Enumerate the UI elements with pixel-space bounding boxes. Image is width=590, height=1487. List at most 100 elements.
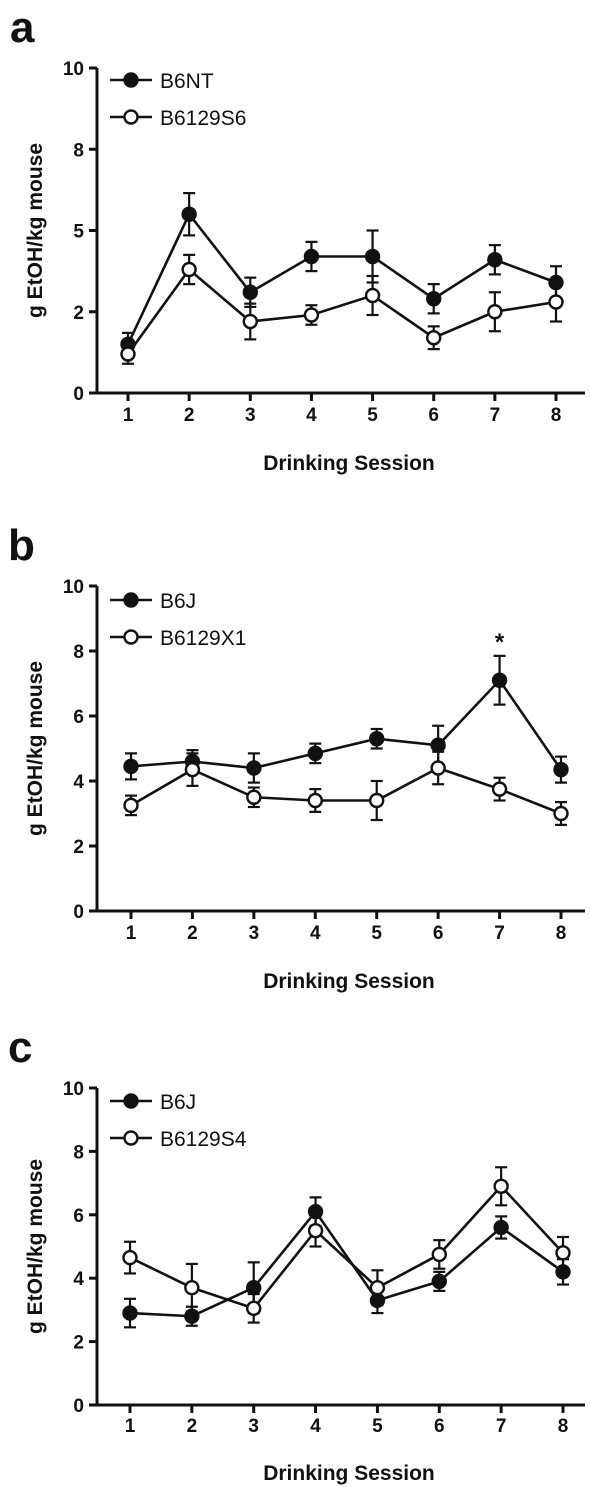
panel-b-series-1-point xyxy=(307,745,323,762)
panel-b-series-1-point xyxy=(369,731,385,747)
panel-c-series-2-point xyxy=(431,1246,447,1263)
panel-b-legend: B6J B6129X1 xyxy=(110,590,246,650)
panel-a-legend: B6NT B6129S6 xyxy=(110,70,246,130)
panel-a-y-tick-label: 8 xyxy=(73,140,84,161)
panel-a-series-2-point xyxy=(120,346,136,362)
panel-a-series-2-point xyxy=(242,313,258,330)
panel-c-series-1-line xyxy=(129,1209,564,1318)
panel-c-y-axis-title: g EtOH/kg mouse xyxy=(24,1159,47,1334)
panel-c-x-tick-label: 1 xyxy=(125,1416,136,1437)
panel-a-legend-label: B6129S6 xyxy=(160,107,246,130)
panel-a-series-2-line xyxy=(126,267,557,355)
panel-b-x-tick-label: 6 xyxy=(433,923,444,944)
panel-a-series-2-point xyxy=(426,330,442,346)
panel-a-x-tick-label: 5 xyxy=(367,405,378,426)
panel-a-series-2-point xyxy=(181,261,197,278)
panel-a-y-axis-title: g EtOH/kg mouse xyxy=(24,143,47,318)
panel-b-legend-label: B6J xyxy=(160,590,196,613)
panel-b-x-axis-title: Drinking Session xyxy=(263,970,435,993)
panel-c-series-1-point xyxy=(493,1219,509,1236)
panel-c-series-1-point xyxy=(122,1305,138,1321)
panel-a-legend-marker xyxy=(123,109,139,125)
panel-c-series-1 xyxy=(122,1196,571,1329)
panel-c-x-tick-label: 7 xyxy=(496,1416,507,1437)
panel-c-letter: c xyxy=(8,1023,32,1072)
panel-b-y-tick-label: 2 xyxy=(73,837,84,858)
panel-a-x-tick-label: 2 xyxy=(184,405,195,426)
panel-c-legend-marker xyxy=(123,1093,139,1109)
panel-a-x-tick-label: 7 xyxy=(490,405,501,426)
panel-a-series-2-point xyxy=(548,294,564,310)
panel-b-series-2-point xyxy=(553,805,569,822)
panel-b-legend-marker xyxy=(123,592,139,608)
panel-a-series-1-point xyxy=(426,291,442,307)
panel-c-legend-label: B6J xyxy=(160,1091,196,1114)
panel-b-y-tick-label: 6 xyxy=(73,707,84,728)
panel-c-y-tick-label: 8 xyxy=(73,1142,84,1163)
panel-b-series-2 xyxy=(123,750,569,826)
panel-c-series-2-point xyxy=(307,1222,324,1239)
panel-a-y-tick-label: 2 xyxy=(73,303,84,324)
panel-c-legend: B6J B6129S4 xyxy=(110,1091,247,1151)
panel-c-series-2-point xyxy=(184,1280,200,1296)
panel-b-series-1-point xyxy=(123,758,139,775)
panel-c-y-tick-label: 2 xyxy=(73,1333,84,1354)
panel-b-series-1-point xyxy=(491,672,508,688)
panel-a-y-tick-label: 10 xyxy=(63,59,84,80)
panel-b-series-1-point xyxy=(430,737,446,753)
panel-a-x-tick-label: 1 xyxy=(123,405,134,426)
panel-b-y-tick-label: 8 xyxy=(73,642,84,663)
panel-c-x-tick-label: 6 xyxy=(434,1416,445,1437)
panel-c-series-2-line xyxy=(129,1184,564,1310)
panel-a-series-2 xyxy=(120,253,564,365)
panel-b-legend-marker xyxy=(123,629,139,645)
panel-b-x-tick-label: 5 xyxy=(371,923,382,944)
panel-b-series-1-point xyxy=(553,761,569,778)
panel-c-y-tick-label: 4 xyxy=(73,1269,84,1290)
panel-a-x-tick-label: 3 xyxy=(245,405,256,426)
panel-b-y-axis-title: g EtOH/kg mouse xyxy=(24,661,47,836)
panel-b-letter: b xyxy=(8,521,35,570)
panel-a-y-tick-label: 0 xyxy=(73,384,84,405)
panel-a-series-2-point xyxy=(364,287,381,304)
panel-b-series-2-line xyxy=(130,766,562,815)
panel-b-x-tick-label: 4 xyxy=(310,923,321,944)
panel-b-y-tick-label: 0 xyxy=(73,902,84,923)
panel-b-series-2-point xyxy=(369,792,385,809)
panel-c-series-2-point xyxy=(122,1249,138,1266)
panel-c-series-2-point xyxy=(246,1300,262,1317)
panel-c-legend-marker xyxy=(123,1130,139,1146)
panel-a-legend-label: B6NT xyxy=(160,70,214,93)
panel-a-series-1-point xyxy=(364,248,381,265)
panel-c-x-tick-label: 8 xyxy=(558,1416,569,1437)
panel-c-x-axis-title: Drinking Session xyxy=(263,1462,435,1485)
panel-b-series-1-point xyxy=(246,760,262,776)
panel-c-legend-label: B6129S4 xyxy=(160,1128,247,1151)
panel-a-series-1-point xyxy=(487,252,503,268)
panel-c-y-tick-label: 0 xyxy=(73,1396,84,1417)
panel-b-series-2-point xyxy=(307,792,323,809)
panel-a-x-tick-label: 6 xyxy=(428,405,439,426)
panel-a-series-2-point xyxy=(487,304,503,320)
panel-a-x-tick-label: 4 xyxy=(306,405,317,426)
panel-c-series-1-point xyxy=(246,1280,262,1296)
panel-a-series-1-point xyxy=(242,284,258,300)
panel-b-series-2-point xyxy=(430,760,446,776)
panel-a-x-axis-title: Drinking Session xyxy=(263,452,435,475)
panel-a-series-1-point xyxy=(181,206,197,222)
panel-b-series-2-point xyxy=(491,781,508,797)
panel-c-x-tick-label: 4 xyxy=(310,1416,321,1437)
panel-a-series-1-line xyxy=(126,211,557,345)
panel-b-x-tick-label: 8 xyxy=(556,923,567,944)
panel-b-series-2-point xyxy=(123,797,139,814)
panel-b-series-2-point xyxy=(246,789,262,805)
panel-a-letter: a xyxy=(10,3,35,52)
panel-b-series-2-point xyxy=(184,761,201,778)
panel-a-series-2-point xyxy=(303,307,320,323)
panel-c-series-2-point xyxy=(493,1178,509,1194)
panel-c-series-1-point xyxy=(431,1273,447,1290)
